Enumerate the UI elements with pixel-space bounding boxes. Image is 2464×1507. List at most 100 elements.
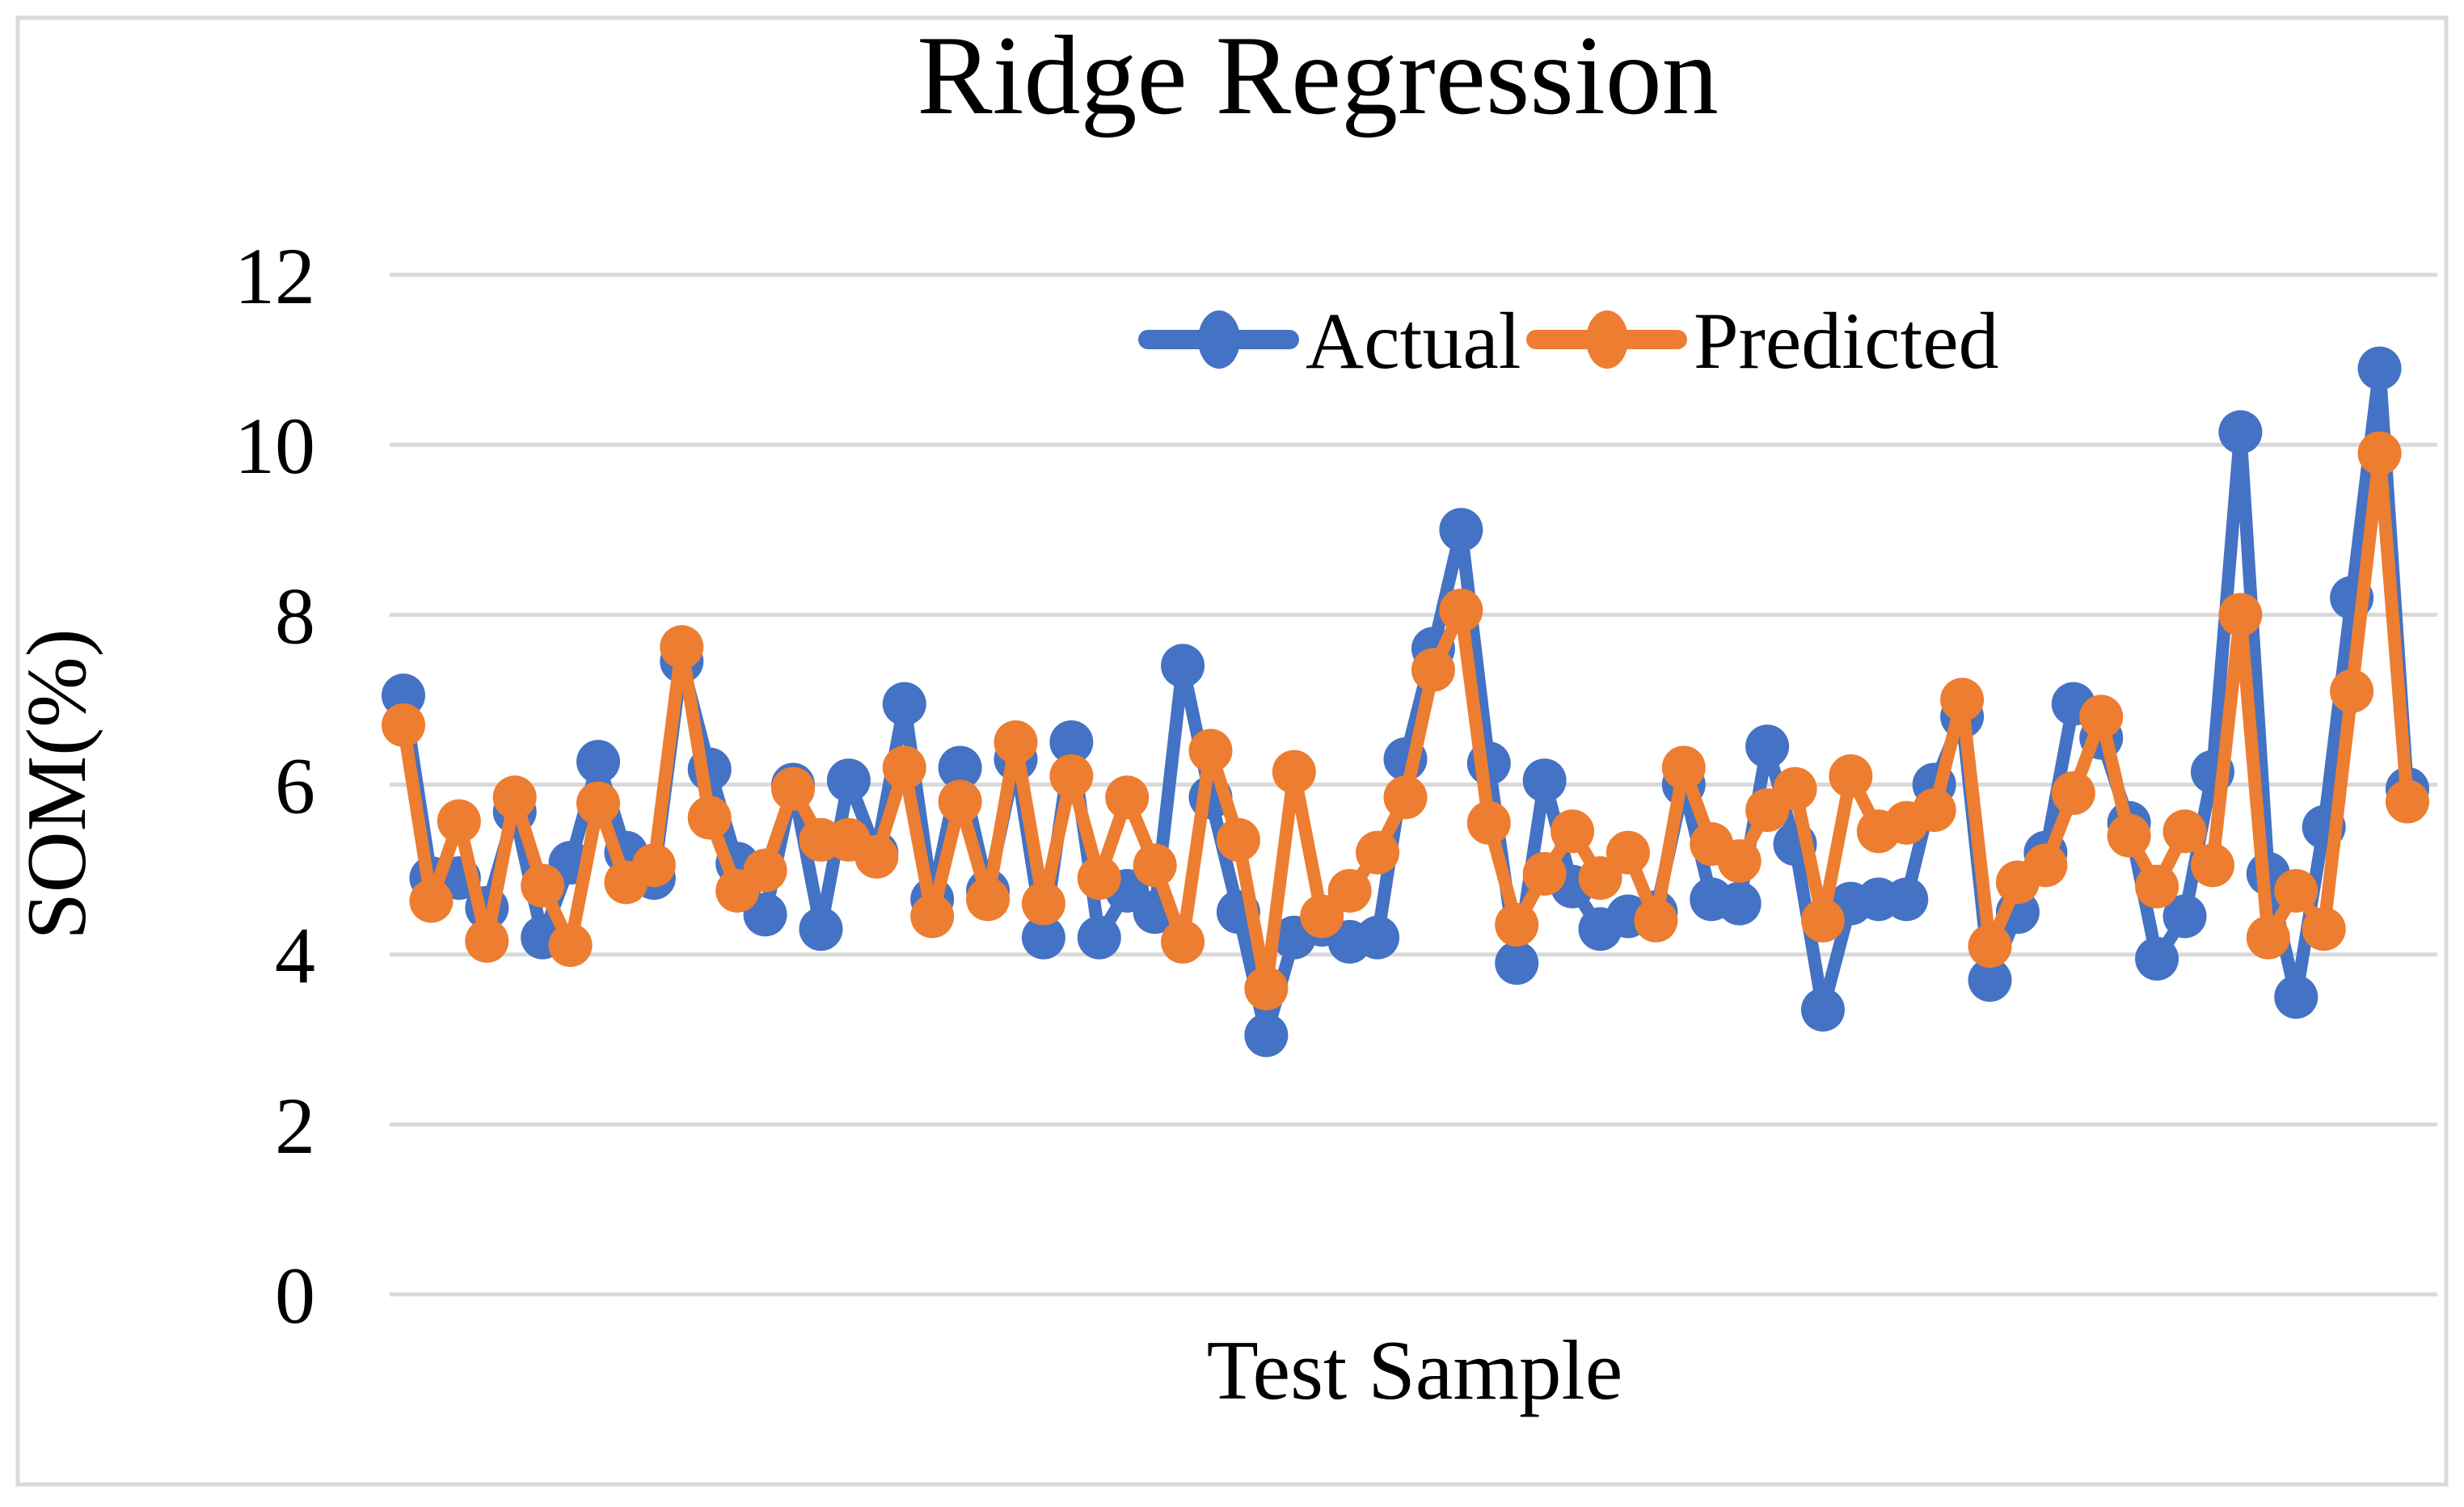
predicted-data-point: [1522, 851, 1567, 896]
predicted-data-point: [687, 796, 732, 840]
predicted-data-point: [1940, 678, 1985, 722]
predicted-data-point: [1773, 766, 1817, 811]
actual-data-point: [576, 740, 621, 784]
y-tick-label: 12: [234, 231, 315, 321]
actual-data-point: [1244, 1013, 1289, 1057]
predicted-data-point: [2330, 669, 2374, 713]
predicted-data-point: [1105, 775, 1150, 820]
y-tick-label: 6: [275, 741, 315, 831]
predicted-data-point: [437, 799, 481, 843]
predicted-data-point: [1383, 775, 1428, 820]
predicted-data-point: [938, 779, 982, 824]
actual-data-point: [2135, 936, 2179, 981]
predicted-data-point: [1829, 754, 1873, 798]
actual-data-point: [1356, 915, 1400, 960]
legend-marker-actual-icon: [1198, 310, 1240, 369]
predicted-data-point: [994, 720, 1038, 764]
predicted-data-point: [1968, 924, 2012, 969]
gridlines: [390, 272, 2437, 1297]
actual-data-point: [938, 745, 982, 790]
y-axis-tick-labels: 0 2 4 6 8 10 12: [234, 231, 315, 1340]
predicted-data-point: [1049, 754, 1094, 798]
actual-data-point: [1077, 915, 1121, 960]
predicted-data-point: [1188, 728, 1233, 773]
actual-data-point: [799, 907, 843, 952]
predicted-data-point: [1021, 881, 1065, 926]
y-tick-label: 0: [275, 1251, 315, 1340]
predicted-data-point: [1133, 843, 1177, 888]
predicted-data-point: [2107, 813, 2151, 858]
actual-data-point: [1717, 881, 1762, 926]
predicted-data-point: [1077, 856, 1121, 901]
predicted-data-point: [1551, 809, 1595, 854]
actual-data-point: [1495, 941, 1539, 986]
predicted-data-point: [576, 781, 621, 825]
plot-series: [382, 346, 2429, 1057]
y-tick-label: 2: [275, 1081, 315, 1171]
predicted-data-point: [660, 625, 704, 669]
predicted-data-point: [1327, 868, 1372, 913]
y-tick-label: 4: [275, 911, 315, 1001]
predicted-data-point: [631, 843, 676, 888]
predicted-data-point: [1300, 894, 1344, 939]
predicted-data-point: [1578, 856, 1622, 901]
predicted-data-point: [1272, 749, 1316, 794]
predicted-data-point: [1466, 800, 1511, 845]
predicted-data-point: [1912, 788, 1956, 833]
predicted-data-point: [2023, 843, 2068, 888]
predicted-data-point: [382, 703, 425, 747]
x-axis-title: Test Sample: [1207, 1323, 1623, 1417]
predicted-data-point: [2246, 915, 2290, 960]
predicted-data-point: [1411, 648, 1455, 692]
predicted-data-point: [548, 923, 593, 968]
predicted-data-point: [2051, 771, 2095, 816]
predicted-data-point: [1161, 919, 1205, 964]
y-tick-label: 10: [234, 401, 315, 491]
actual-data-point: [2162, 894, 2207, 939]
legend-label-predicted: Predicted: [1694, 296, 1999, 386]
predicted-data-point: [743, 848, 787, 893]
figure-border: [15, 15, 2449, 1487]
predicted-data-point: [1439, 589, 1483, 633]
actual-data-point: [2274, 975, 2318, 1019]
predicted-data-point: [465, 918, 509, 963]
predicted-data-point: [2162, 809, 2207, 854]
actual-data-point: [882, 682, 926, 726]
legend: Actual Predicted: [1138, 296, 1999, 386]
predicted-data-point: [771, 766, 816, 811]
legend-item-predicted: Predicted: [1526, 296, 1999, 386]
actual-data-point: [2357, 346, 2402, 390]
predicted-data-point: [854, 834, 899, 879]
predicted-data-point: [2274, 868, 2318, 913]
actual-data-point: [1800, 987, 1845, 1032]
legend-item-actual: Actual: [1138, 296, 1521, 386]
predicted-data-point: [2218, 593, 2263, 637]
predicted-data-point: [492, 775, 537, 820]
predicted-data-point: [2357, 431, 2402, 475]
actual-data-point: [826, 758, 871, 803]
predicted-data-point: [409, 879, 454, 923]
legend-marker-predicted-icon: [1586, 310, 1628, 369]
predicted-data-point: [1605, 830, 1650, 875]
actual-data-point: [1745, 724, 1790, 769]
predicted-data-point: [1244, 966, 1289, 1011]
actual-data-point: [1968, 958, 2012, 1003]
actual-data-point: [1522, 758, 1567, 803]
predicted-data-point: [521, 863, 565, 908]
predicted-data-point: [2135, 864, 2179, 909]
predicted-data-point: [1356, 830, 1400, 875]
legend-label-actual: Actual: [1306, 296, 1521, 386]
actual-data-point: [1021, 915, 1065, 960]
y-axis-title: SOM(%): [9, 629, 103, 940]
actual-data-point: [1884, 877, 1929, 922]
y-tick-label: 8: [275, 571, 315, 661]
predicted-data-point: [2386, 779, 2429, 824]
predicted-data-point: [1800, 898, 1845, 943]
predicted-data-point: [966, 877, 1010, 922]
actual-data-point: [1439, 508, 1483, 552]
predicted-data-point: [2302, 907, 2346, 952]
chart-title: Ridge Regression: [917, 13, 1719, 138]
predicted-data-point: [882, 745, 926, 790]
predicted-data-point: [1495, 902, 1539, 947]
